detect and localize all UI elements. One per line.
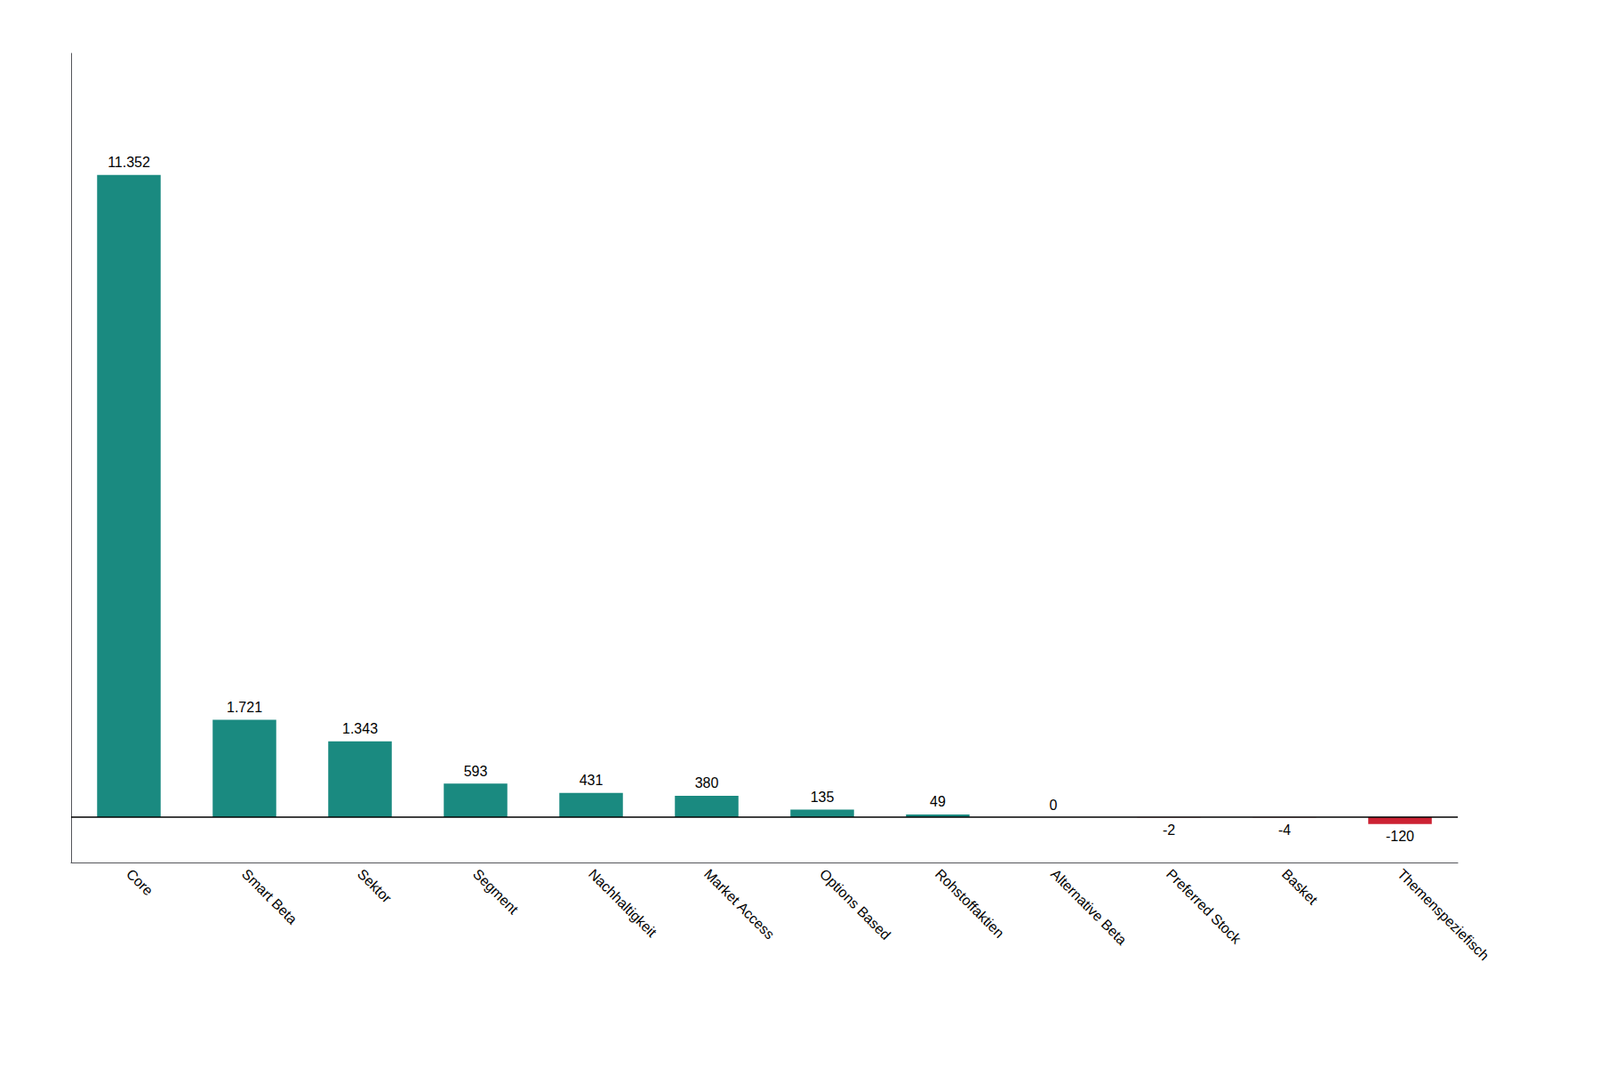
svg-text:380: 380 bbox=[695, 775, 720, 791]
svg-text:Nachhaltigkeit: Nachhaltigkeit bbox=[585, 865, 660, 940]
svg-text:Rohstoffaktien: Rohstoffaktien bbox=[932, 865, 1008, 941]
svg-text:Basket: Basket bbox=[1279, 865, 1321, 908]
svg-text:1.721: 1.721 bbox=[226, 699, 263, 715]
svg-text:-4: -4 bbox=[1278, 822, 1291, 838]
svg-text:Alternative Beta: Alternative Beta bbox=[1048, 865, 1130, 948]
svg-text:Sektor: Sektor bbox=[354, 865, 395, 906]
svg-text:-2: -2 bbox=[1162, 822, 1176, 838]
svg-text:1.343: 1.343 bbox=[342, 720, 378, 736]
svg-text:431: 431 bbox=[579, 772, 604, 788]
svg-text:Market Access: Market Access bbox=[701, 865, 778, 943]
svg-text:49: 49 bbox=[929, 793, 946, 809]
svg-text:Smart Beta: Smart Beta bbox=[239, 865, 301, 928]
svg-text:Options Based: Options Based bbox=[816, 865, 894, 943]
svg-text:-120: -120 bbox=[1385, 828, 1415, 844]
svg-text:Core: Core bbox=[123, 865, 157, 899]
svg-text:11.352: 11.352 bbox=[107, 154, 151, 170]
svg-text:593: 593 bbox=[464, 763, 488, 779]
svg-text:135: 135 bbox=[810, 789, 835, 805]
svg-text:Segment: Segment bbox=[470, 865, 522, 918]
svg-text:Themenspeziefisch: Themenspeziefisch bbox=[1394, 865, 1492, 963]
svg-text:0: 0 bbox=[1049, 797, 1058, 813]
svg-text:Preferred Stock: Preferred Stock bbox=[1163, 865, 1245, 947]
